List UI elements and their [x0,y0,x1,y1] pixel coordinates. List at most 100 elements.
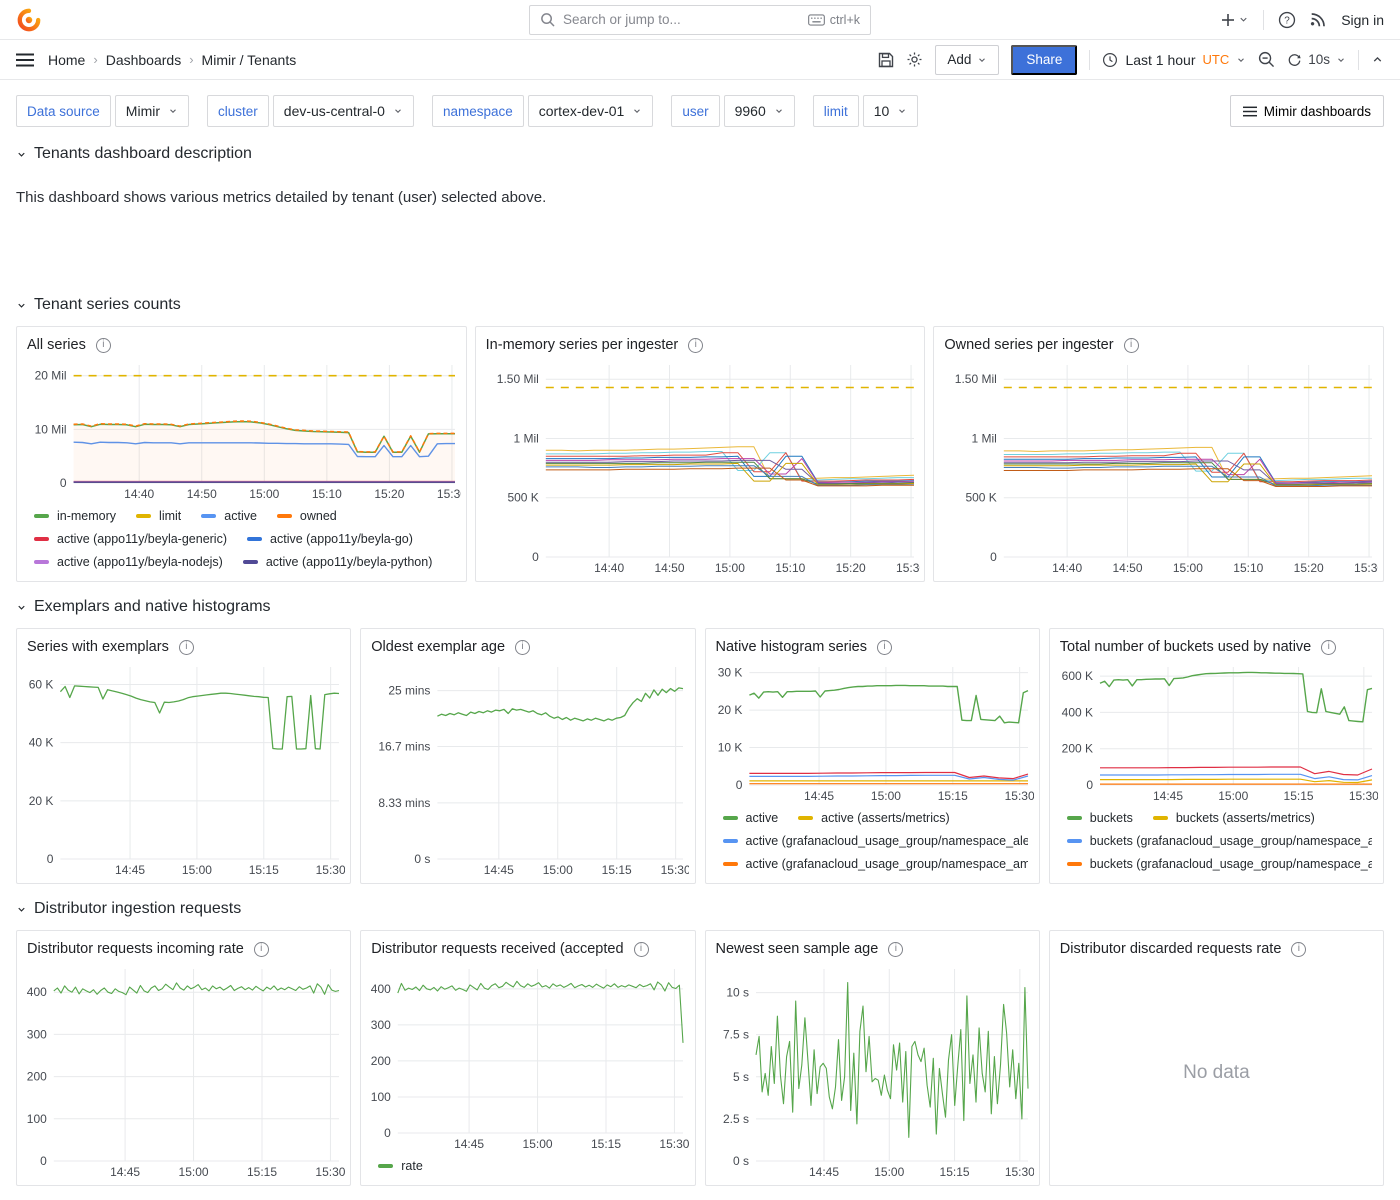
info-icon[interactable]: i [254,942,269,957]
legend-item[interactable]: active (appo11y/beyla-python) [243,551,433,573]
panel-title[interactable]: Owned series per ingester [944,337,1113,353]
chevron-down-icon [16,149,27,160]
new-menu-button[interactable] [1221,13,1249,27]
info-icon[interactable]: i [96,338,111,353]
add-button[interactable]: Add [935,45,999,75]
svg-text:25 mins: 25 mins [389,684,431,698]
panel-title[interactable]: Series with exemplars [27,639,169,655]
chart-oldest-exemplar-age[interactable]: 14:4515:0015:1515:300 s8.33 mins16.7 min… [366,661,689,880]
variable-select[interactable]: 10 [863,95,919,127]
legend-item[interactable]: active (appo11y/beyla-go) [247,528,413,550]
info-icon[interactable]: i [688,338,703,353]
panel-row-distributor: Distributor requests incoming rate i 14:… [16,930,1384,1186]
svg-text:15:00: 15:00 [182,863,212,877]
chart-native-histogram-series[interactable]: 14:4515:0015:1515:30010 K20 K30 K [711,661,1034,806]
help-icon[interactable]: ? [1278,11,1296,29]
grafana-logo[interactable] [16,7,42,33]
section-distributor-header[interactable]: Distributor ingestion requests [0,900,1400,918]
panel-title[interactable]: Distributor requests received (accepted [371,941,623,957]
svg-text:15:30: 15:30 [1004,789,1033,803]
breadcrumb-dashboards[interactable]: Dashboards [106,52,182,68]
info-icon[interactable]: i [1291,942,1306,957]
legend-swatch [136,514,151,518]
legend-item[interactable]: active (appo11y/beyla-generic) [34,528,227,550]
settings-gear-icon[interactable] [906,51,923,68]
breadcrumb-separator: › [93,52,97,67]
chart-requests-incoming-rate[interactable]: 14:4515:0015:1515:300100200300400 [22,963,345,1182]
legend-item[interactable]: active (appo11y/beyla-nodejs) [34,551,223,573]
chart-native-histogram-buckets[interactable]: 14:4515:0015:1515:300200 K400 K600 K [1055,661,1378,806]
panel-title[interactable]: In-memory series per ingester [486,337,679,353]
svg-text:200 K: 200 K [1061,742,1092,756]
chart-owned-per-ingester[interactable]: 14:4014:5015:0015:1015:2015:300500 K1 Mi… [939,359,1378,578]
time-range-picker[interactable]: Last 1 hour UTC [1102,52,1246,68]
mimir-dashboards-button[interactable]: Mimir dashboards [1230,95,1384,127]
variable-select[interactable]: dev-us-central-0 [273,95,414,127]
svg-text:0: 0 [384,1126,391,1140]
panel-title[interactable]: Total number of buckets used by native [1060,639,1311,655]
svg-text:14:45: 14:45 [110,1165,140,1179]
divider [1089,50,1090,70]
svg-text:0 s: 0 s [732,1154,748,1168]
info-icon[interactable]: i [1321,640,1336,655]
refresh-picker[interactable]: 10s [1287,52,1346,67]
legend-label: buckets (asserts/metrics) [1176,807,1315,829]
info-icon[interactable]: i [179,640,194,655]
save-icon[interactable] [878,52,894,68]
info-icon[interactable]: i [877,640,892,655]
chart-newest-sample-age[interactable]: 14:4515:0015:1515:300 s2.5 s5 s7.5 s10 s [711,963,1034,1182]
legend-item[interactable]: buckets [1067,807,1133,829]
legend-item[interactable]: limit [136,505,181,527]
breadcrumb-home[interactable]: Home [48,52,85,68]
panel-discarded-requests-rate: Distributor discarded requests rate i No… [1049,930,1384,1186]
legend-item[interactable]: active [201,505,257,527]
svg-text:15:30: 15:30 [1004,1165,1033,1179]
chart-legend[interactable]: in-memorylimitactiveownedactive (appo11y… [22,504,461,578]
panel-title[interactable]: All series [27,337,86,353]
legend-item[interactable]: buckets (grafanacloud_usage_group/namesp… [1067,830,1372,852]
svg-text:14:45: 14:45 [808,1165,838,1179]
legend-item[interactable]: in-memory [34,505,116,527]
variable-select[interactable]: cortex-dev-01 [528,95,654,127]
legend-item[interactable]: active (asserts/metrics) [798,807,950,829]
panel-title[interactable]: Native histogram series [716,639,868,655]
info-icon[interactable]: i [888,942,903,957]
legend-item[interactable]: rate [378,1155,423,1177]
chart-legend[interactable]: rate [366,1154,689,1182]
chart-series-with-exemplars[interactable]: 14:4515:0015:1515:30020 K40 K60 K [22,661,345,880]
section-exemplars-header[interactable]: Exemplars and native histograms [0,598,1400,616]
chart-all-series[interactable]: 14:4014:5015:0015:1015:2015:30010 Mil20 … [22,359,461,504]
legend-item[interactable]: owned [277,505,337,527]
info-icon[interactable]: i [634,942,649,957]
legend-label: active (appo11y/beyla-generic) [57,528,227,550]
chart-legend[interactable]: activeactive (asserts/metrics)active (gr… [711,806,1034,880]
chevron-up-icon[interactable] [1371,53,1384,66]
chart-legend[interactable]: bucketsbuckets (asserts/metrics)buckets … [1055,806,1378,880]
panel-title[interactable]: Oldest exemplar age [371,639,505,655]
chart-inmemory-per-ingester[interactable]: 14:4014:5015:0015:1015:2015:300500 K1 Mi… [481,359,920,578]
sign-in-link[interactable]: Sign in [1341,12,1384,28]
panel-inmemory-per-ingester: In-memory series per ingester i 14:4014:… [475,326,926,582]
info-icon[interactable]: i [1124,338,1139,353]
share-button[interactable]: Share [1011,45,1077,75]
search-input[interactable]: Search or jump to... ctrl+k [529,5,871,35]
legend-item[interactable]: active (grafanacloud_usage_group/namespa… [723,830,1028,852]
legend-item[interactable]: buckets (asserts/metrics) [1153,807,1315,829]
variable-select[interactable]: Mimir [115,95,189,127]
menu-toggle-icon[interactable] [16,53,34,67]
chart-requests-received[interactable]: 14:4515:0015:1515:300100200300400 [366,963,689,1154]
panel-title[interactable]: Newest seen sample age [716,941,879,957]
legend-item[interactable]: buckets (grafanacloud_usage_group/namesp… [1067,853,1372,875]
zoom-out-icon[interactable] [1258,51,1275,68]
variable-select[interactable]: 9960 [724,95,795,127]
news-rss-icon[interactable] [1310,11,1327,28]
panel-title[interactable]: Distributor discarded requests rate [1060,941,1282,957]
legend-item[interactable]: active [723,807,779,829]
section-description-header[interactable]: Tenants dashboard description [0,145,1400,163]
legend-swatch [1067,839,1082,843]
legend-item[interactable]: active (grafanacloud_usage_group/namespa… [723,853,1028,875]
section-series-counts-header[interactable]: Tenant series counts [0,296,1400,314]
svg-text:15:10: 15:10 [775,561,805,575]
info-icon[interactable]: i [515,640,530,655]
panel-title[interactable]: Distributor requests incoming rate [27,941,244,957]
